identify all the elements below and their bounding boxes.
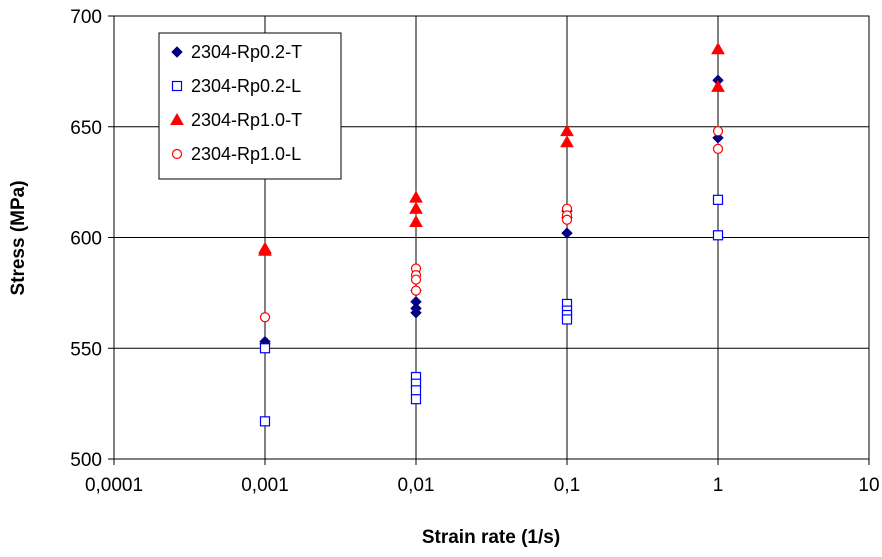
data-point [712, 194, 724, 205]
data-point [410, 394, 422, 405]
legend-item: 2304-Rp1.0-L [171, 144, 301, 164]
series-2-points [259, 194, 724, 427]
legend-marker-icon [171, 80, 183, 92]
data-point [711, 42, 725, 55]
data-point [712, 230, 724, 241]
x-tick-label: 0,0001 [85, 475, 143, 496]
x-tick-label: 0,01 [398, 475, 435, 496]
legend-item: 2304-Rp1.0-T [170, 110, 302, 130]
data-point [410, 285, 422, 296]
y-tick-label: 600 [70, 229, 102, 250]
legend-label: 2304-Rp1.0-T [191, 110, 302, 130]
x-axis-title: Strain rate (1/s) [422, 527, 560, 548]
data-point [712, 143, 724, 154]
legend-item: 2304-Rp0.2-T [171, 42, 302, 62]
data-point [561, 314, 573, 325]
data-point [259, 416, 271, 427]
data-point [259, 312, 271, 323]
data-point [561, 227, 573, 239]
data-point [560, 135, 574, 148]
legend-marker-icon [171, 148, 183, 160]
data-points [258, 42, 725, 427]
x-tick-label: 0,1 [554, 475, 580, 496]
series-4-points [259, 126, 724, 323]
y-axis-title: Stress (MPa) [8, 180, 29, 295]
y-tick-label: 650 [70, 118, 102, 139]
x-tick-label: 0,001 [241, 475, 289, 496]
chart-legend: 2304-Rp0.2-T 2304-Rp0.2-L 2304-Rp1.0-T 2304… [158, 32, 342, 180]
data-point [410, 307, 422, 319]
data-point [409, 190, 423, 203]
data-point [409, 214, 423, 227]
axis-ticks: 0,0001 0,001 0,01 0,1 1 10 500 550 600 650 700 [70, 7, 879, 496]
legend-label: 2304-Rp1.0-L [191, 144, 301, 164]
data-point [711, 79, 725, 92]
x-tick-label: 1 [713, 475, 724, 496]
series-3-points [258, 42, 725, 256]
data-point [712, 126, 724, 137]
y-tick-label: 550 [70, 339, 102, 360]
data-point [410, 274, 422, 285]
data-point [259, 343, 271, 354]
legend-marker-icon [171, 46, 183, 58]
data-point [410, 385, 422, 396]
legend-items: 2304-Rp0.2-T 2304-Rp0.2-L 2304-Rp1.0-T 2304… [170, 42, 302, 164]
legend-label: 2304-Rp0.2-L [191, 76, 301, 96]
data-point [561, 214, 573, 225]
y-tick-label: 700 [70, 7, 102, 28]
data-point [258, 243, 272, 256]
legend-box [158, 32, 342, 180]
legend-label: 2304-Rp0.2-T [191, 42, 302, 62]
legend-item: 2304-Rp0.2-L [171, 76, 301, 96]
y-tick-label: 500 [70, 450, 102, 471]
data-point [409, 201, 423, 214]
legend-marker-icon [170, 112, 184, 125]
x-tick-label: 10 [858, 475, 879, 496]
